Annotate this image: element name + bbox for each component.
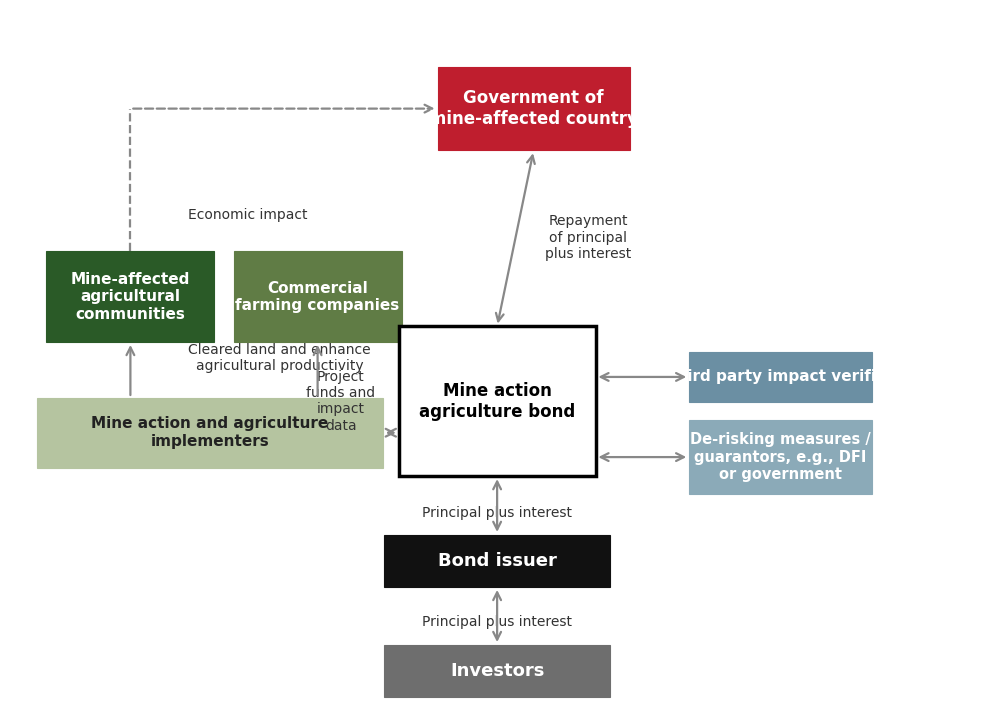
Text: Commercial
farming companies: Commercial farming companies bbox=[235, 280, 400, 313]
FancyBboxPatch shape bbox=[46, 251, 214, 342]
Text: Investors: Investors bbox=[450, 662, 544, 680]
Text: Repayment
of principal
plus interest: Repayment of principal plus interest bbox=[545, 214, 631, 261]
Text: Government of
mine-affected country: Government of mine-affected country bbox=[429, 89, 638, 128]
Text: Economic impact: Economic impact bbox=[188, 208, 308, 222]
FancyBboxPatch shape bbox=[438, 67, 630, 150]
Text: Bond issuer: Bond issuer bbox=[438, 552, 557, 570]
Text: Mine action
agriculture bond: Mine action agriculture bond bbox=[419, 382, 575, 421]
Text: Third party impact verifier: Third party impact verifier bbox=[666, 370, 894, 385]
Text: Principal plus interest: Principal plus interest bbox=[422, 506, 572, 520]
Text: Mine action and agriculture
implementers: Mine action and agriculture implementers bbox=[91, 417, 329, 449]
FancyBboxPatch shape bbox=[384, 535, 610, 587]
FancyBboxPatch shape bbox=[689, 352, 872, 402]
FancyBboxPatch shape bbox=[234, 251, 402, 342]
FancyBboxPatch shape bbox=[399, 327, 596, 476]
FancyBboxPatch shape bbox=[384, 645, 610, 697]
FancyBboxPatch shape bbox=[37, 398, 383, 468]
Text: Principal plus interest: Principal plus interest bbox=[422, 615, 572, 629]
Text: De-risking measures /
guarantors, e.g., DFI
or government: De-risking measures / guarantors, e.g., … bbox=[690, 432, 871, 482]
Text: Cleared land and enhance
agricultural productivity: Cleared land and enhance agricultural pr… bbox=[188, 343, 371, 373]
Text: Project
funds and
impact
data: Project funds and impact data bbox=[306, 370, 375, 433]
FancyBboxPatch shape bbox=[689, 420, 872, 494]
Text: Mine-affected
agricultural
communities: Mine-affected agricultural communities bbox=[71, 272, 190, 322]
